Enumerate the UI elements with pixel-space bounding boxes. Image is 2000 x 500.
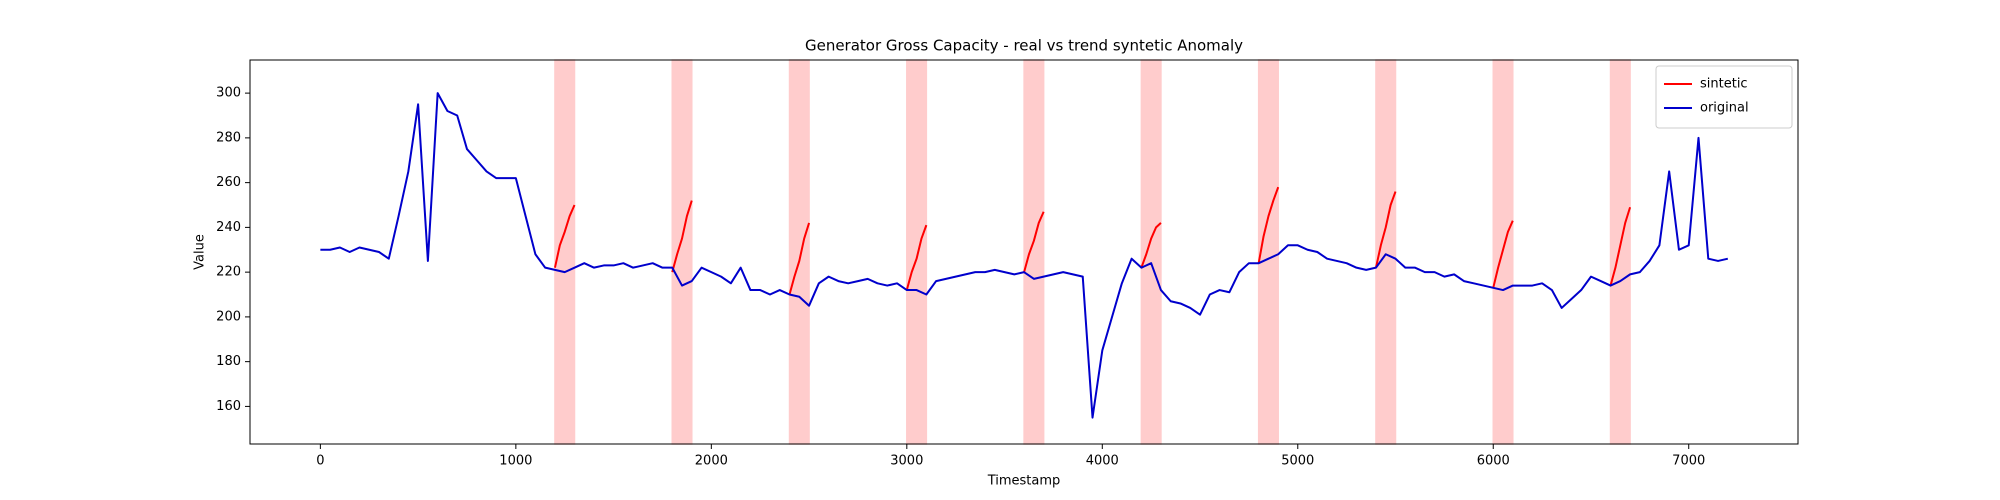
plot-frame [249,59,1799,445]
data-line [553,186,1632,295]
y-tick-label: 260 [216,175,241,190]
x-tick-label: 0 [316,454,324,469]
x-tick-label: 2000 [695,454,728,469]
anomaly-span [671,59,693,445]
legend-label: original [1700,101,1749,116]
y-axis-label: Value [193,234,208,270]
x-tick-label: 6000 [1477,454,1510,469]
chart-title: Generator Gross Capacity - real vs trend… [805,37,1243,55]
anomaly-span [1609,59,1631,445]
anomaly-span [906,59,928,445]
anomaly-span [788,59,810,445]
x-tick-label: 4000 [1086,454,1119,469]
legend-box [1655,65,1793,129]
data-line [320,92,1729,419]
y-tick-label: 160 [216,399,241,414]
y-tick-label: 180 [216,354,241,369]
y-tick-label: 220 [216,265,241,280]
y-tick-label: 200 [216,309,241,324]
y-tick-label: 280 [216,130,241,145]
x-tick-label: 5000 [1281,454,1314,469]
x-tick-label: 3000 [890,454,923,469]
anomaly-span [1140,59,1162,445]
anomaly-span [1023,59,1045,445]
y-tick-label: 240 [216,220,241,235]
x-axis-label: Timestamp [987,474,1061,489]
x-tick-label: 7000 [1672,454,1705,469]
x-tick-label: 1000 [499,454,532,469]
legend-label: sintetic [1700,77,1748,92]
y-tick-label: 300 [216,86,241,101]
